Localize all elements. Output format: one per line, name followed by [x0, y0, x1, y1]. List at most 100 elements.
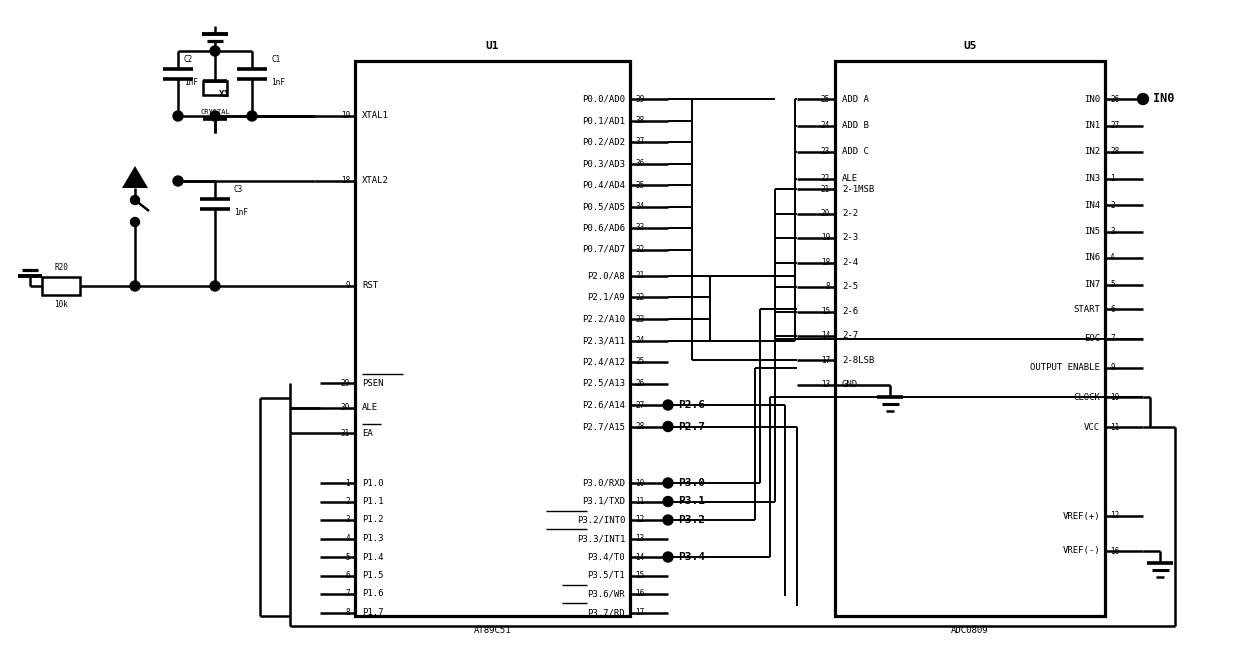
- Circle shape: [663, 515, 673, 525]
- Text: P1.1: P1.1: [362, 497, 383, 506]
- Text: 13: 13: [635, 534, 645, 543]
- Text: P0.5/AD5: P0.5/AD5: [582, 202, 625, 211]
- Text: 4: 4: [1110, 254, 1115, 262]
- Text: 2-6: 2-6: [842, 307, 858, 316]
- Text: P1.6: P1.6: [362, 590, 383, 599]
- Text: 8: 8: [826, 282, 830, 291]
- Circle shape: [247, 111, 257, 121]
- Text: 16: 16: [1110, 546, 1120, 556]
- Text: 36: 36: [635, 159, 645, 168]
- Text: 39: 39: [635, 95, 645, 103]
- Text: P2.7: P2.7: [678, 421, 706, 431]
- Text: 28: 28: [635, 422, 645, 431]
- Text: P3.2/INT0: P3.2/INT0: [577, 515, 625, 525]
- Circle shape: [130, 195, 139, 205]
- Text: P3.2: P3.2: [678, 515, 706, 525]
- Text: IN4: IN4: [1084, 201, 1100, 209]
- Text: 1nF: 1nF: [234, 208, 248, 217]
- Text: 6: 6: [1110, 305, 1115, 313]
- Text: P3.3/INT1: P3.3/INT1: [577, 534, 625, 543]
- Text: 9: 9: [346, 282, 350, 291]
- Text: 9: 9: [1110, 364, 1115, 372]
- Text: P2.2/A10: P2.2/A10: [582, 315, 625, 323]
- Text: 12: 12: [1110, 511, 1120, 521]
- Text: 17: 17: [635, 608, 645, 617]
- Text: 37: 37: [635, 138, 645, 146]
- Text: 19: 19: [341, 111, 350, 121]
- Text: 33: 33: [635, 223, 645, 232]
- Text: 25: 25: [635, 358, 645, 366]
- Text: P3.5/T1: P3.5/T1: [588, 571, 625, 580]
- Text: 24: 24: [821, 121, 830, 130]
- Text: 2-3: 2-3: [842, 234, 858, 242]
- Text: P1.4: P1.4: [362, 552, 383, 562]
- Text: 26: 26: [1110, 95, 1120, 103]
- Text: 19: 19: [821, 234, 830, 242]
- Text: P3.4: P3.4: [678, 552, 706, 562]
- Text: C2: C2: [184, 55, 193, 64]
- Text: 18: 18: [341, 176, 350, 185]
- Text: IN7: IN7: [1084, 280, 1100, 289]
- Text: P0.6/AD6: P0.6/AD6: [582, 223, 625, 232]
- Circle shape: [663, 400, 673, 410]
- Text: P3.7/RD: P3.7/RD: [588, 608, 625, 617]
- Text: 7: 7: [346, 590, 350, 599]
- Text: 15: 15: [821, 307, 830, 316]
- Circle shape: [663, 421, 673, 431]
- Text: 2: 2: [346, 497, 350, 506]
- Text: 10: 10: [1110, 393, 1120, 402]
- Text: ADD C: ADD C: [842, 148, 869, 156]
- Text: PSEN: PSEN: [362, 378, 383, 387]
- Circle shape: [663, 478, 673, 488]
- Text: P1.7: P1.7: [362, 608, 383, 617]
- Text: 25: 25: [821, 95, 830, 103]
- Text: 3: 3: [346, 515, 350, 525]
- Text: VCC: VCC: [1084, 423, 1100, 431]
- Text: ADC0809: ADC0809: [951, 626, 988, 635]
- Text: P0.2/AD2: P0.2/AD2: [582, 138, 625, 146]
- Bar: [835, 61, 1105, 616]
- Text: P0.7/AD7: P0.7/AD7: [582, 245, 625, 254]
- Text: IN5: IN5: [1084, 227, 1100, 236]
- Text: ALE: ALE: [362, 403, 378, 413]
- Text: 2: 2: [1110, 201, 1115, 209]
- Text: 2-5: 2-5: [842, 282, 858, 291]
- Text: X1: X1: [219, 91, 229, 99]
- Text: VREF(+): VREF(+): [1063, 511, 1100, 521]
- Text: 21: 21: [821, 185, 830, 193]
- Text: P3.0: P3.0: [678, 478, 706, 488]
- Text: 8: 8: [346, 608, 350, 617]
- Text: EA: EA: [362, 429, 373, 437]
- Circle shape: [130, 217, 139, 227]
- Text: 17: 17: [821, 356, 830, 365]
- Text: 6: 6: [346, 571, 350, 580]
- Bar: [355, 61, 630, 616]
- Text: 4: 4: [346, 534, 350, 543]
- Text: 10k: 10k: [55, 300, 68, 309]
- Text: IN0: IN0: [1084, 95, 1100, 103]
- Text: IN0: IN0: [1153, 93, 1174, 105]
- Text: P3.1: P3.1: [678, 497, 706, 507]
- Text: 14: 14: [821, 331, 830, 340]
- Text: 2-4: 2-4: [842, 258, 858, 267]
- Text: CRYSTAL: CRYSTAL: [201, 109, 231, 115]
- Text: 2-7: 2-7: [842, 331, 858, 340]
- Text: P2.3/A11: P2.3/A11: [582, 336, 625, 345]
- Text: 22: 22: [821, 174, 830, 183]
- Text: 1: 1: [1110, 174, 1115, 183]
- Text: P3.1/TXD: P3.1/TXD: [582, 497, 625, 506]
- Text: P2.6/A14: P2.6/A14: [582, 401, 625, 409]
- Text: 34: 34: [635, 202, 645, 211]
- Text: P2.7/A15: P2.7/A15: [582, 422, 625, 431]
- Text: P3.0/RXD: P3.0/RXD: [582, 478, 625, 488]
- Text: P2.1/A9: P2.1/A9: [588, 293, 625, 302]
- Text: 24: 24: [635, 336, 645, 345]
- Circle shape: [663, 552, 673, 562]
- Text: IN2: IN2: [1084, 148, 1100, 156]
- Circle shape: [210, 46, 219, 56]
- Text: 23: 23: [821, 148, 830, 156]
- Circle shape: [210, 281, 219, 291]
- Text: U5: U5: [963, 41, 977, 51]
- Text: 5: 5: [1110, 280, 1115, 289]
- Circle shape: [174, 176, 184, 186]
